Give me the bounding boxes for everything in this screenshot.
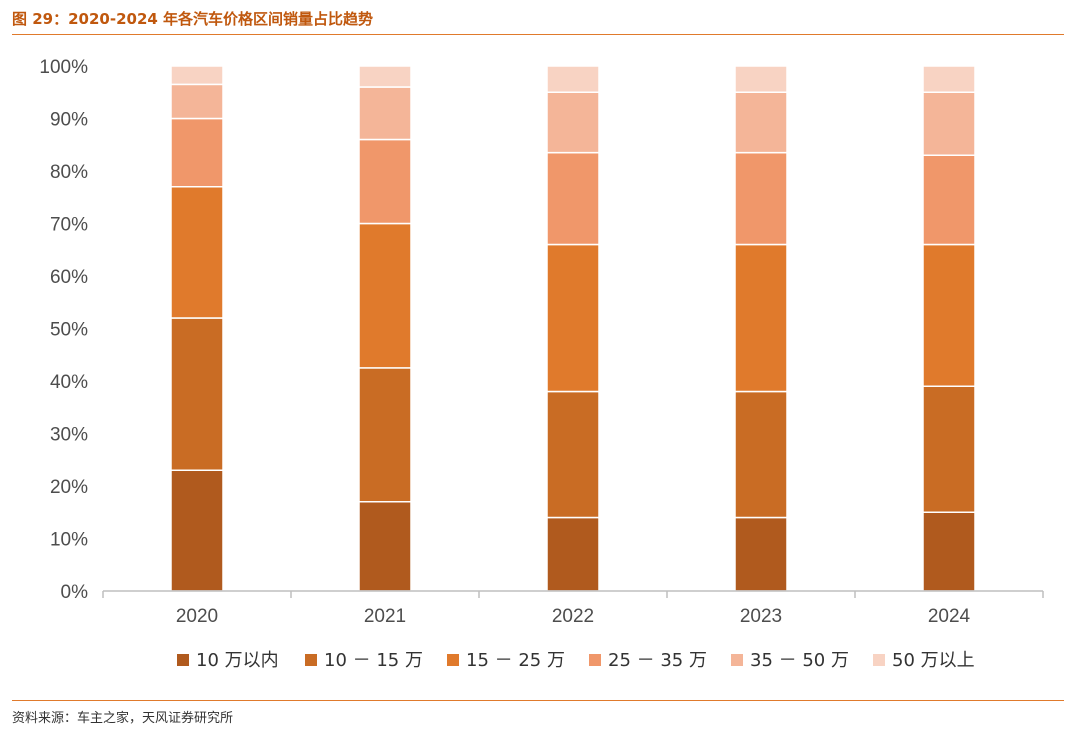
legend-swatch bbox=[305, 654, 317, 666]
x-tick-label: 2020 bbox=[176, 606, 218, 627]
legend-item: 10 － 15 万 bbox=[305, 650, 423, 671]
bar-segment bbox=[358, 367, 412, 503]
legend-label: 25 － 35 万 bbox=[608, 650, 707, 671]
bar-segment bbox=[170, 65, 224, 86]
bar-stacks bbox=[170, 65, 976, 592]
bar-segment bbox=[546, 243, 600, 393]
bar-segment bbox=[358, 138, 412, 225]
y-tick-label: 60% bbox=[50, 267, 88, 288]
y-tick-label: 80% bbox=[50, 162, 88, 183]
legend-item: 15 － 25 万 bbox=[447, 650, 565, 671]
y-tick-label: 0% bbox=[61, 582, 89, 603]
bar-segment bbox=[922, 154, 976, 246]
legend-label: 15 － 25 万 bbox=[466, 650, 565, 671]
legend-swatch bbox=[177, 654, 189, 666]
bar-segment bbox=[170, 117, 224, 188]
source-divider bbox=[12, 700, 1064, 701]
title-divider bbox=[12, 34, 1064, 35]
bar-segment bbox=[734, 243, 788, 393]
bar-segment bbox=[358, 501, 412, 592]
source-note: 资料来源：车主之家，天风证券研究所 bbox=[12, 711, 234, 726]
y-tick-label: 40% bbox=[50, 372, 88, 393]
x-tick-label: 2023 bbox=[740, 606, 782, 627]
bar-segment bbox=[358, 222, 412, 369]
legend-label: 10 － 15 万 bbox=[324, 650, 423, 671]
y-tick-label: 50% bbox=[50, 320, 88, 341]
bar-segment bbox=[734, 390, 788, 519]
bar-segment bbox=[922, 91, 976, 156]
legend-swatch bbox=[873, 654, 885, 666]
bar-segment bbox=[922, 243, 976, 387]
x-tick-label: 2024 bbox=[928, 606, 971, 627]
x-axis-ticks bbox=[102, 591, 1044, 598]
bar-segment bbox=[358, 86, 412, 141]
legend-item: 10 万以内 bbox=[177, 650, 279, 671]
x-axis-tick-labels: 2020 2021 2022 2023 2024 bbox=[176, 606, 971, 627]
bar-segment bbox=[734, 151, 788, 246]
legend-swatch bbox=[589, 654, 601, 666]
legend-label: 50 万以上 bbox=[892, 650, 975, 671]
legend: 10 万以内 10 － 15 万 15 － 25 万 25 － 35 万 35 － 50… bbox=[177, 650, 975, 671]
bar-segment bbox=[734, 91, 788, 154]
bar-segment bbox=[922, 385, 976, 513]
legend-item: 35 － 50 万 bbox=[731, 650, 849, 671]
bar-segment bbox=[546, 91, 600, 154]
bar-segment bbox=[546, 65, 600, 93]
y-tick-label: 100% bbox=[39, 57, 88, 78]
bar-segment bbox=[546, 390, 600, 519]
bar-segment bbox=[358, 65, 412, 88]
bar-segment bbox=[170, 186, 224, 319]
bar-segment bbox=[170, 83, 224, 120]
bar-segment bbox=[734, 516, 788, 592]
y-tick-label: 90% bbox=[50, 110, 88, 131]
bar-segment bbox=[170, 317, 224, 471]
bar-segment bbox=[734, 65, 788, 93]
y-axis-tick-labels: 0% 10% 20% 30% 40% 50% 60% 70% 80% 90% 100% bbox=[39, 57, 88, 603]
y-tick-label: 30% bbox=[50, 425, 88, 446]
legend-label: 35 － 50 万 bbox=[750, 650, 849, 671]
bar-segment bbox=[922, 65, 976, 93]
x-tick-label: 2021 bbox=[364, 606, 406, 627]
bar-segment bbox=[922, 511, 976, 592]
y-tick-label: 70% bbox=[50, 215, 88, 236]
stacked-bar-chart: 0%10%20%30%40%50%60%70%80%90%100% 2020 20… bbox=[39, 57, 1044, 671]
legend-swatch bbox=[731, 654, 743, 666]
bar-segment bbox=[546, 516, 600, 592]
bar-segment bbox=[546, 151, 600, 246]
x-tick-label: 2022 bbox=[552, 606, 594, 627]
legend-swatch bbox=[447, 654, 459, 666]
legend-item: 25 － 35 万 bbox=[589, 650, 707, 671]
figure-title: 图 29：2020-2024 年各汽车价格区间销量占比趋势 bbox=[12, 10, 374, 28]
legend-label: 10 万以内 bbox=[196, 650, 279, 671]
legend-item: 50 万以上 bbox=[873, 650, 975, 671]
y-tick-label: 10% bbox=[50, 530, 88, 551]
y-tick-label: 20% bbox=[50, 477, 88, 498]
bar-segment bbox=[170, 469, 224, 592]
